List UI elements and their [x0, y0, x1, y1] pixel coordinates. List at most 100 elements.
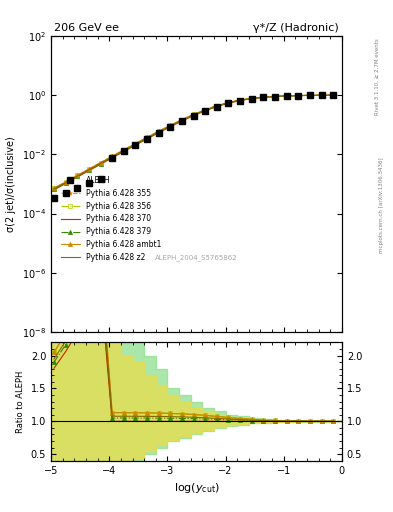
Pythia 6.428 370 — [145, 136, 149, 142]
Pythia 6.428 ambt1 — [308, 92, 312, 98]
Pythia 6.428 356 — [226, 99, 231, 105]
Pythia 6.428 356 — [191, 111, 196, 117]
Pythia 6.428 379 — [168, 123, 173, 129]
Pythia 6.428 ambt1 — [51, 185, 56, 191]
Text: Rivet 3.1.10, ≥ 2.7M events: Rivet 3.1.10, ≥ 2.7M events — [375, 38, 380, 115]
Pythia 6.428 379 — [110, 154, 114, 160]
Y-axis label: σ(2 jet)/σ(inclusive): σ(2 jet)/σ(inclusive) — [6, 136, 17, 232]
Pythia 6.428 z2 — [296, 93, 301, 99]
Pythia 6.428 355 — [215, 102, 219, 109]
Pythia 6.428 370 — [331, 92, 336, 98]
Pythia 6.428 379 — [63, 180, 68, 186]
Pythia 6.428 355 — [145, 134, 149, 140]
Text: mcplots.cern.ch [arXiv:1306.3436]: mcplots.cern.ch [arXiv:1306.3436] — [379, 157, 384, 252]
Pythia 6.428 379 — [215, 103, 219, 110]
Pythia 6.428 355 — [331, 92, 336, 98]
Pythia 6.428 z2 — [156, 129, 161, 135]
Pythia 6.428 379 — [226, 100, 231, 106]
Pythia 6.428 356 — [250, 95, 254, 101]
Pythia 6.428 z2 — [133, 141, 138, 147]
Pythia 6.428 379 — [238, 97, 242, 103]
ALEPH — [63, 190, 68, 196]
Pythia 6.428 ambt1 — [121, 147, 126, 153]
Pythia 6.428 355 — [51, 185, 56, 191]
ALEPH — [86, 180, 91, 186]
Pythia 6.428 355 — [75, 173, 80, 179]
Pythia 6.428 ambt1 — [261, 94, 266, 100]
ALEPH — [261, 94, 266, 100]
ALEPH — [191, 113, 196, 119]
Pythia 6.428 379 — [250, 95, 254, 101]
Legend: ALEPH, Pythia 6.428 355, Pythia 6.428 356, Pythia 6.428 370, Pythia 6.428 379, P: ALEPH, Pythia 6.428 355, Pythia 6.428 35… — [58, 173, 165, 265]
Pythia 6.428 ambt1 — [168, 122, 173, 129]
Pythia 6.428 355 — [86, 166, 91, 172]
Text: 206 GeV ee: 206 GeV ee — [54, 23, 119, 33]
ALEPH — [331, 92, 336, 98]
Pythia 6.428 370 — [51, 187, 56, 193]
Pythia 6.428 356 — [203, 106, 208, 113]
Pythia 6.428 356 — [215, 102, 219, 109]
ALEPH — [121, 148, 126, 155]
Pythia 6.428 379 — [308, 92, 312, 98]
Pythia 6.428 370 — [273, 94, 277, 100]
Pythia 6.428 356 — [156, 128, 161, 134]
Pythia 6.428 355 — [250, 95, 254, 101]
Pythia 6.428 370 — [215, 103, 219, 110]
Pythia 6.428 ambt1 — [133, 140, 138, 146]
Pythia 6.428 370 — [98, 161, 103, 167]
Pythia 6.428 356 — [238, 97, 242, 103]
Pythia 6.428 z2 — [250, 95, 254, 101]
Pythia 6.428 355 — [110, 153, 114, 159]
ALEPH — [238, 97, 242, 103]
Line: Pythia 6.428 355: Pythia 6.428 355 — [52, 93, 335, 190]
Line: Pythia 6.428 z2: Pythia 6.428 z2 — [54, 95, 333, 189]
Pythia 6.428 370 — [110, 155, 114, 161]
ALEPH — [308, 92, 312, 98]
Line: Pythia 6.428 356: Pythia 6.428 356 — [52, 93, 335, 190]
ALEPH — [51, 195, 56, 201]
Pythia 6.428 355 — [308, 92, 312, 98]
ALEPH — [110, 155, 114, 161]
ALEPH — [215, 103, 219, 110]
Pythia 6.428 z2 — [331, 92, 336, 98]
Pythia 6.428 ambt1 — [215, 102, 219, 109]
ALEPH — [273, 94, 277, 100]
ALEPH — [75, 185, 80, 191]
Pythia 6.428 z2 — [145, 135, 149, 141]
Pythia 6.428 370 — [203, 108, 208, 114]
ALEPH — [180, 118, 184, 124]
Pythia 6.428 356 — [308, 92, 312, 98]
Pythia 6.428 355 — [121, 147, 126, 153]
Pythia 6.428 z2 — [63, 180, 68, 186]
ALEPH — [296, 93, 301, 99]
Pythia 6.428 356 — [110, 153, 114, 159]
Pythia 6.428 z2 — [110, 154, 114, 160]
Y-axis label: Ratio to ALEPH: Ratio to ALEPH — [16, 370, 25, 433]
Pythia 6.428 370 — [156, 130, 161, 136]
Pythia 6.428 356 — [180, 117, 184, 123]
Pythia 6.428 370 — [284, 93, 289, 99]
Pythia 6.428 ambt1 — [296, 93, 301, 99]
Pythia 6.428 356 — [75, 173, 80, 179]
Pythia 6.428 370 — [63, 180, 68, 186]
Pythia 6.428 ambt1 — [75, 173, 80, 179]
Pythia 6.428 379 — [145, 135, 149, 141]
Pythia 6.428 z2 — [121, 147, 126, 154]
Pythia 6.428 379 — [296, 93, 301, 99]
Pythia 6.428 355 — [261, 94, 266, 100]
Pythia 6.428 z2 — [86, 166, 91, 173]
Pythia 6.428 356 — [284, 93, 289, 99]
Pythia 6.428 355 — [284, 93, 289, 99]
Pythia 6.428 379 — [86, 167, 91, 173]
Pythia 6.428 z2 — [238, 97, 242, 103]
ALEPH — [145, 136, 149, 142]
Pythia 6.428 379 — [156, 129, 161, 135]
Line: Pythia 6.428 370: Pythia 6.428 370 — [54, 95, 333, 190]
Line: Pythia 6.428 379: Pythia 6.428 379 — [52, 93, 335, 191]
Pythia 6.428 z2 — [226, 100, 231, 106]
Pythia 6.428 ambt1 — [110, 153, 114, 159]
Pythia 6.428 379 — [51, 186, 56, 193]
Pythia 6.428 356 — [145, 134, 149, 140]
ALEPH — [133, 142, 138, 148]
Pythia 6.428 ambt1 — [331, 92, 336, 98]
